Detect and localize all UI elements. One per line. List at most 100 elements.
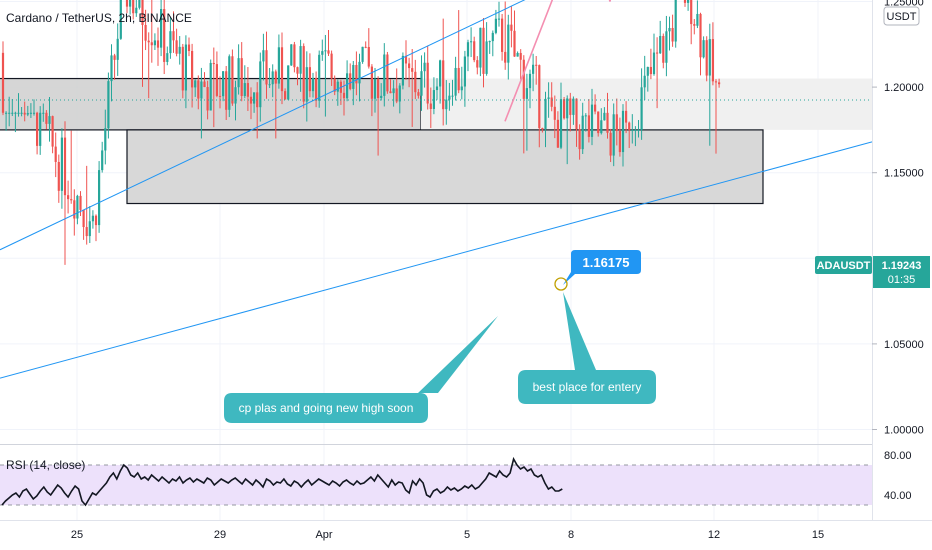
callout-right[interactable]: best place for entery bbox=[518, 292, 656, 404]
candle-body bbox=[135, 7, 138, 14]
support-zone bbox=[126, 129, 764, 205]
candle-body bbox=[485, 41, 488, 74]
candle-body bbox=[470, 41, 473, 43]
candle-body bbox=[14, 112, 17, 114]
candle-body bbox=[504, 51, 507, 63]
candle-body bbox=[566, 98, 569, 119]
candle-body bbox=[615, 114, 618, 131]
candle-body bbox=[237, 58, 240, 88]
candle-body bbox=[460, 86, 463, 91]
candle-body bbox=[246, 83, 249, 97]
price-tick-label: 1.05000 bbox=[884, 339, 924, 351]
candle-body bbox=[82, 209, 85, 228]
candle-body bbox=[166, 53, 169, 62]
candle-body bbox=[256, 92, 259, 108]
candle-body bbox=[507, 24, 510, 63]
candle-body bbox=[212, 62, 215, 65]
candle-body bbox=[20, 112, 23, 114]
candle-body bbox=[253, 92, 256, 104]
candle-body bbox=[147, 40, 150, 43]
candle-body bbox=[138, 0, 141, 8]
candle-body bbox=[57, 161, 60, 191]
candle-body bbox=[178, 46, 181, 54]
candle-body bbox=[48, 116, 51, 124]
candle-body bbox=[600, 120, 603, 134]
candle-body bbox=[575, 98, 578, 130]
candle-body bbox=[445, 99, 448, 110]
candle-body bbox=[243, 83, 246, 97]
candle-body bbox=[129, 0, 132, 7]
candle-body bbox=[271, 71, 274, 85]
candle-body bbox=[488, 41, 491, 43]
candle-body bbox=[457, 67, 460, 91]
candle-body bbox=[116, 38, 119, 60]
time-tick-label: 25 bbox=[71, 529, 83, 541]
candle-body bbox=[358, 61, 361, 84]
candle-body bbox=[448, 95, 451, 100]
candle-body bbox=[203, 81, 206, 88]
candle-body bbox=[631, 129, 634, 131]
candle-body bbox=[597, 111, 600, 134]
candle-body bbox=[510, 24, 513, 31]
candle-body bbox=[556, 119, 559, 148]
candle-body bbox=[553, 106, 556, 120]
candle-body bbox=[463, 56, 466, 87]
candle-body bbox=[206, 87, 209, 111]
candle-body bbox=[94, 215, 98, 226]
candle-body bbox=[634, 129, 637, 131]
candle-body bbox=[606, 112, 609, 133]
candle-body bbox=[708, 39, 711, 76]
candle-body bbox=[160, 9, 163, 48]
candle-body bbox=[479, 27, 482, 68]
candle-body bbox=[423, 62, 426, 72]
time-tick-label: 8 bbox=[568, 529, 574, 541]
candle-body bbox=[268, 84, 271, 86]
candle-body bbox=[401, 55, 404, 86]
callout-left[interactable]: cp plas and going new high soon bbox=[224, 316, 498, 423]
candle-body bbox=[234, 87, 237, 104]
candle-body bbox=[547, 97, 550, 99]
candle-body bbox=[497, 18, 501, 20]
callout-left-text: cp plas and going new high soon bbox=[239, 401, 414, 415]
candle-body bbox=[442, 60, 445, 110]
candle-body bbox=[293, 44, 296, 68]
candle-body bbox=[494, 18, 497, 33]
candle-body bbox=[466, 42, 470, 57]
candle-body bbox=[519, 52, 522, 60]
candle-body bbox=[29, 112, 32, 114]
candle-body bbox=[621, 110, 625, 153]
candle-body bbox=[671, 27, 674, 42]
candle-body bbox=[389, 91, 392, 94]
candle-body bbox=[584, 115, 587, 117]
rsi-label: RSI (14, close) bbox=[6, 458, 85, 472]
unit-label[interactable]: USDT bbox=[887, 11, 917, 23]
candle-body bbox=[231, 56, 234, 104]
candle-body bbox=[274, 71, 277, 84]
bar-countdown: 01:35 bbox=[888, 274, 916, 286]
candle-body bbox=[107, 81, 110, 129]
price-marker[interactable]: 1.16175 bbox=[554, 250, 641, 291]
candle-body bbox=[172, 31, 175, 41]
candle-body bbox=[67, 195, 70, 200]
candle-body bbox=[342, 92, 346, 99]
time-tick-label: 15 bbox=[812, 529, 824, 541]
candle-body bbox=[321, 51, 324, 55]
candle-body bbox=[191, 50, 194, 88]
candle-body bbox=[373, 78, 377, 99]
candle-body bbox=[640, 87, 643, 130]
candle-body bbox=[132, 0, 135, 14]
time-axis[interactable]: 25 29 Apr 5 8 12 15 bbox=[71, 529, 824, 541]
candle-body bbox=[45, 112, 48, 124]
candle-body bbox=[54, 146, 57, 162]
candle-body bbox=[305, 67, 308, 102]
candle-body bbox=[163, 9, 166, 62]
price-axis[interactable]: 1.500001.450001.400001.350001.300001.250… bbox=[872, 0, 924, 437]
candle-body bbox=[290, 44, 293, 66]
candle-body bbox=[491, 32, 494, 42]
candle-body bbox=[355, 64, 358, 84]
candle-body bbox=[625, 110, 628, 123]
candle-body bbox=[296, 67, 299, 74]
candle-body bbox=[79, 195, 82, 210]
unit-button[interactable] bbox=[883, 6, 920, 26]
candle-body bbox=[361, 46, 364, 62]
